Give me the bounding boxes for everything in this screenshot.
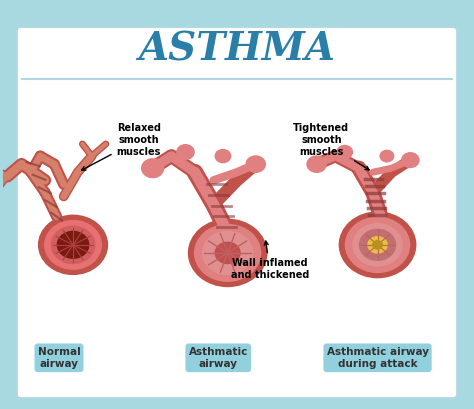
Circle shape	[215, 149, 231, 163]
Circle shape	[51, 225, 96, 264]
Circle shape	[249, 159, 262, 169]
Circle shape	[194, 224, 261, 282]
Text: Tightened
smooth
muscles: Tightened smooth muscles	[293, 124, 369, 170]
Text: Asthmatic
airway: Asthmatic airway	[189, 346, 248, 369]
Circle shape	[338, 211, 417, 279]
Circle shape	[359, 229, 396, 261]
Circle shape	[202, 231, 254, 275]
Circle shape	[246, 155, 266, 173]
Text: Relaxed
smooth
muscles: Relaxed smooth muscles	[82, 124, 161, 170]
Circle shape	[188, 219, 267, 287]
Text: Normal
airway: Normal airway	[37, 346, 81, 369]
Text: Wall inflamed
and thickened: Wall inflamed and thickened	[231, 241, 309, 280]
Circle shape	[352, 223, 403, 267]
Circle shape	[372, 240, 383, 249]
Circle shape	[337, 145, 353, 160]
Circle shape	[345, 217, 410, 273]
FancyBboxPatch shape	[19, 29, 455, 85]
Circle shape	[401, 152, 419, 168]
Circle shape	[44, 220, 102, 270]
Circle shape	[146, 162, 160, 174]
Circle shape	[306, 155, 327, 173]
Text: ASTHMA: ASTHMA	[138, 30, 336, 68]
Circle shape	[367, 236, 388, 254]
FancyBboxPatch shape	[17, 27, 457, 398]
Circle shape	[215, 242, 241, 264]
Circle shape	[218, 152, 228, 160]
Circle shape	[141, 158, 164, 178]
Circle shape	[38, 215, 108, 275]
Circle shape	[57, 231, 90, 259]
Circle shape	[180, 147, 191, 157]
Text: Asthmatic airway
during attack: Asthmatic airway during attack	[327, 346, 428, 369]
Circle shape	[176, 144, 195, 160]
Circle shape	[379, 150, 394, 162]
